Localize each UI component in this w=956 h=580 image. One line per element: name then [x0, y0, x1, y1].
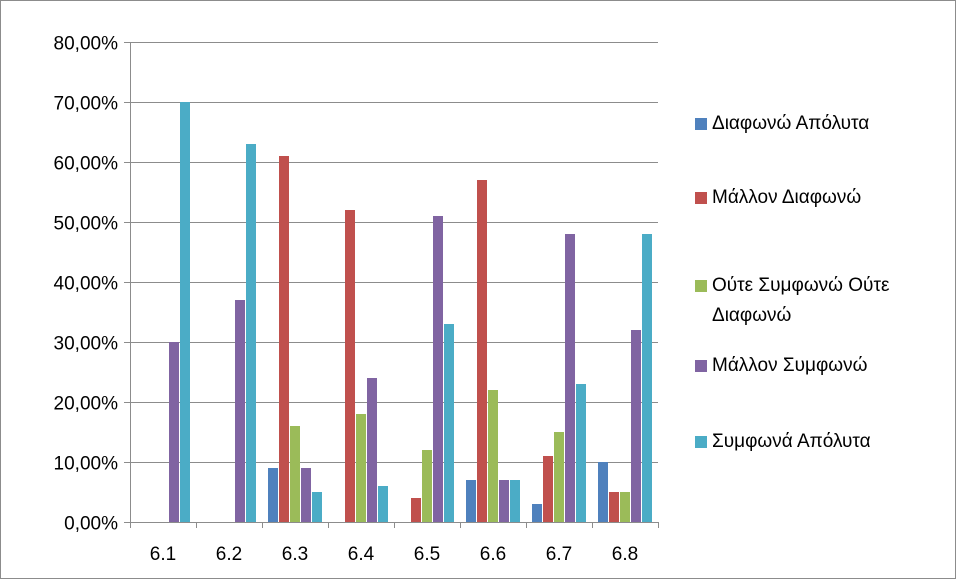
bar — [301, 468, 311, 522]
x-tick-label: 6.1 — [150, 544, 176, 565]
y-tick-label: 20,00% — [54, 394, 119, 415]
bar — [433, 216, 443, 522]
x-tick-label: 6.6 — [480, 544, 506, 565]
bar — [631, 330, 641, 522]
y-tick-label: 30,00% — [54, 334, 119, 355]
y-tick-label: 10,00% — [54, 454, 119, 475]
bar — [312, 492, 322, 522]
legend-label-3: Ούτε Συμφωνώ Ούτε Διαφωνώ — [712, 275, 890, 326]
bar — [180, 102, 190, 522]
legend-swatch-1 — [695, 118, 707, 130]
bar — [378, 486, 388, 522]
bar — [466, 480, 476, 522]
bar — [598, 462, 608, 522]
bar — [642, 234, 652, 522]
x-tick-label: 6.5 — [414, 544, 440, 565]
bar — [345, 210, 355, 522]
y-tick-label: 40,00% — [54, 274, 119, 295]
legend-item-4: Μάλλον Συμφωνώ — [695, 351, 948, 381]
legend-label-5: Συμφωνά Απόλυτα — [712, 431, 871, 452]
y-tick-label: 80,00% — [54, 34, 119, 55]
bar — [444, 324, 454, 522]
bar — [367, 378, 377, 522]
bar — [620, 492, 630, 522]
bar — [609, 492, 619, 522]
x-tick-label: 6.3 — [282, 544, 308, 565]
y-tick-label: 60,00% — [54, 154, 119, 175]
bar — [246, 144, 256, 522]
bar — [279, 156, 289, 522]
bar — [235, 300, 245, 522]
y-tick-label: 70,00% — [54, 94, 119, 115]
legend-swatch-2 — [695, 192, 707, 204]
bar — [499, 480, 509, 522]
legend-swatch-3 — [695, 280, 707, 292]
gridlines — [130, 42, 658, 463]
bar — [543, 456, 553, 522]
y-tick-label: 0,00% — [64, 514, 118, 535]
legend-label-4: Μάλλον Συμφωνώ — [712, 355, 868, 376]
bars — [169, 102, 652, 522]
bar — [510, 480, 520, 522]
legend-item-1: Διαφωνώ Απόλυτα — [695, 109, 948, 139]
bar — [169, 342, 179, 522]
bar — [576, 384, 586, 522]
legend-item-2: Μάλλον Διαφωνώ — [695, 183, 948, 213]
bar — [532, 504, 542, 522]
legend-swatch-5 — [695, 436, 707, 448]
x-tick-label: 6.7 — [546, 544, 572, 565]
bar — [356, 414, 366, 522]
legend-swatch-4 — [695, 360, 707, 372]
bar — [268, 468, 278, 522]
x-tick-label: 6.2 — [216, 544, 242, 565]
legend-item-3: Ούτε Συμφωνώ Ούτε Διαφωνώ — [695, 271, 948, 331]
legend-item-5: Συμφωνά Απόλυτα — [695, 427, 948, 457]
x-tick-label: 6.8 — [612, 544, 638, 565]
legend-label-1: Διαφωνώ Απόλυτα — [712, 113, 870, 134]
bar — [565, 234, 575, 522]
axes — [124, 42, 659, 528]
tick-labels: 0,00% 10,00% 20,00% 30,00% 40,00% 50,00% 60,00… — [54, 34, 639, 566]
y-tick-label: 50,00% — [54, 214, 119, 235]
legend-label-2: Μάλλον Διαφωνώ — [712, 187, 862, 208]
bar — [411, 498, 421, 522]
bar — [477, 180, 487, 522]
bar — [554, 432, 564, 522]
bar — [422, 450, 432, 522]
bar — [290, 426, 300, 522]
bar — [488, 390, 498, 522]
x-tick-label: 6.4 — [348, 544, 375, 565]
